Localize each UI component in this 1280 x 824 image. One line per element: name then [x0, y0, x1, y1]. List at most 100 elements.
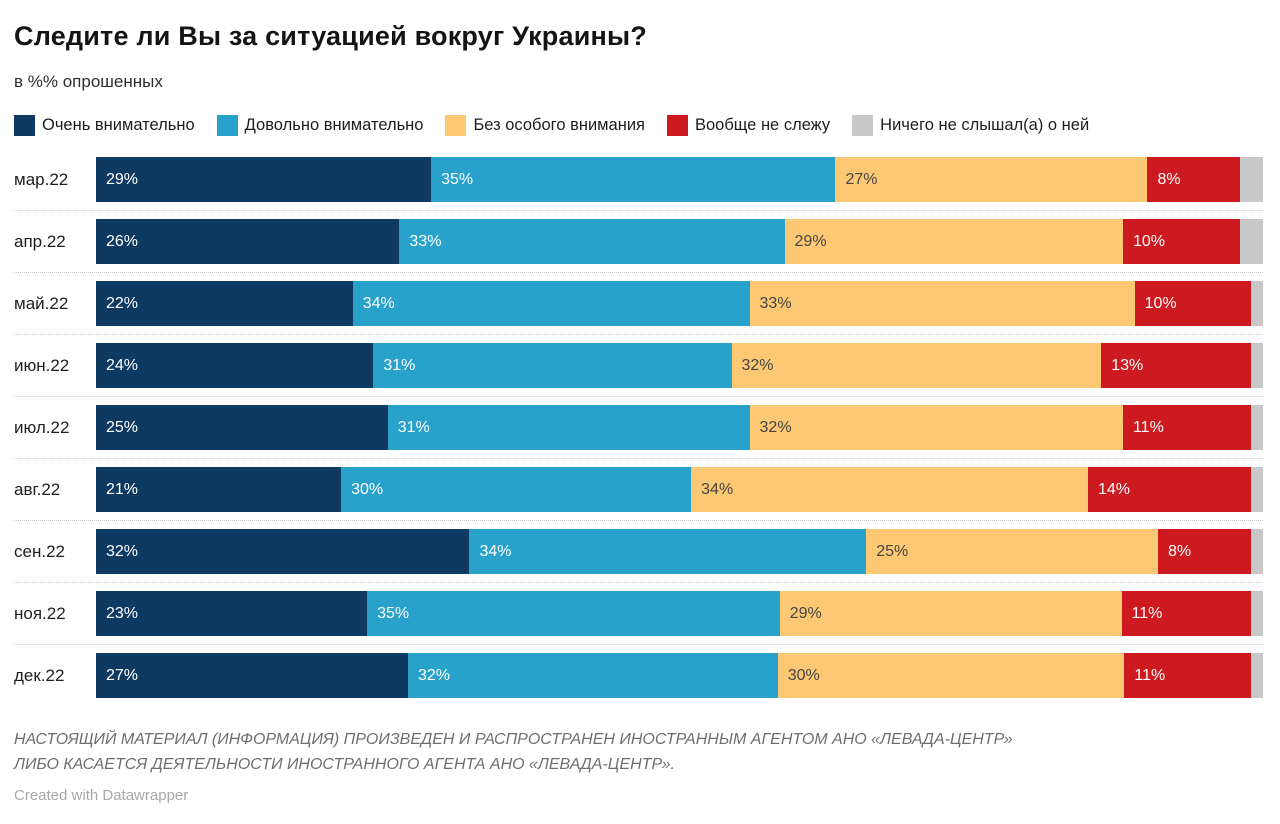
bar-segment-0[interactable]: 29% — [96, 157, 432, 203]
bar-segment-4[interactable] — [1251, 591, 1263, 637]
bar-segment-4[interactable] — [1239, 219, 1264, 265]
bar-segment-4[interactable] — [1251, 343, 1263, 389]
value-label: 29% — [794, 232, 827, 250]
bar-segment-3[interactable]: 11% — [1124, 653, 1252, 699]
legend-swatch-icon — [445, 115, 467, 137]
value-label: 35% — [441, 170, 474, 188]
bar-segment-1[interactable]: 31% — [387, 405, 750, 451]
legend-item-1: Довольно внимательно — [216, 115, 424, 137]
value-label: 34% — [479, 542, 512, 560]
legend-swatch-icon — [852, 115, 874, 137]
disclaimer-line-2: ЛИБО КАСАЕТСЯ ДЕЯТЕЛЬНОСТИ ИНОСТРАННОГО … — [14, 756, 675, 774]
value-label: 11% — [1132, 418, 1164, 436]
bar-segment-3[interactable]: 11% — [1122, 405, 1252, 451]
value-label: 14% — [1097, 480, 1130, 498]
legend-item-0: Очень внимательно — [14, 115, 195, 137]
bar-segment-2[interactable]: 32% — [749, 405, 1123, 451]
row-label: ноя.22 — [14, 603, 66, 623]
legend-item-3: Вообще не слежу — [666, 115, 831, 137]
bar-row-июл.22: июл.22 25% 31% 32% 11% — [14, 405, 1263, 451]
value-label: 33% — [759, 294, 792, 312]
value-label: 13% — [1111, 356, 1144, 374]
bar-segment-4[interactable] — [1251, 281, 1263, 327]
value-label: 23% — [106, 604, 139, 622]
bar-segment-4[interactable] — [1251, 529, 1263, 575]
row-separator — [14, 582, 1263, 584]
bar-row-май.22: май.22 22% 34% 33% 10% — [14, 281, 1263, 327]
value-label: 8% — [1157, 170, 1181, 188]
legend-label: Довольно внимательно — [244, 116, 424, 135]
bar-row-сен.22: сен.22 32% 34% 25% 8% — [14, 529, 1263, 575]
value-label: 34% — [701, 480, 734, 498]
bar-segment-2[interactable]: 25% — [866, 529, 1158, 575]
legend-swatch-icon — [216, 115, 238, 137]
row-label: июл.22 — [14, 417, 70, 437]
value-label: 22% — [106, 294, 139, 312]
bar-segment-2[interactable]: 33% — [749, 281, 1135, 327]
bar-segment-4[interactable] — [1251, 405, 1263, 451]
bar-segment-1[interactable]: 33% — [399, 219, 785, 265]
bar-segment-1[interactable]: 35% — [431, 157, 836, 203]
bar-segment-0[interactable]: 27% — [96, 653, 408, 699]
bar-segment-1[interactable]: 34% — [352, 281, 750, 327]
legend-label: Очень внимательно — [42, 116, 195, 135]
bar-segment-2[interactable]: 32% — [731, 343, 1102, 389]
value-label: 10% — [1144, 294, 1177, 312]
row-label: май.22 — [14, 293, 69, 313]
bar-segment-1[interactable]: 34% — [469, 529, 867, 575]
bar-segment-2[interactable]: 27% — [835, 157, 1148, 203]
value-label: 11% — [1134, 666, 1166, 684]
bar-segment-1[interactable]: 30% — [341, 467, 692, 513]
bar-segment-3[interactable]: 14% — [1087, 467, 1252, 513]
value-label: 24% — [106, 356, 139, 374]
stacked-bar: 24% 31% 32% 13% — [96, 343, 1263, 389]
value-label: 11% — [1131, 604, 1163, 622]
bar-segment-2[interactable]: 30% — [777, 653, 1125, 699]
value-label: 25% — [106, 418, 139, 436]
value-label: 21% — [106, 480, 139, 498]
bar-row-июн.22: июн.22 24% 31% 32% 13% — [14, 343, 1263, 389]
bar-segment-1[interactable]: 35% — [367, 591, 780, 637]
bar-segment-2[interactable]: 34% — [691, 467, 1088, 513]
bar-segment-2[interactable]: 29% — [779, 591, 1122, 637]
legend-label: Вообще не слежу — [694, 116, 831, 135]
bar-segment-4[interactable] — [1251, 653, 1263, 699]
bar-segment-0[interactable]: 23% — [96, 591, 368, 637]
bar-segment-0[interactable]: 32% — [96, 529, 470, 575]
row-label: мар.22 — [14, 169, 69, 189]
value-label: 32% — [106, 542, 139, 560]
bar-segment-2[interactable]: 29% — [784, 219, 1123, 265]
bar-row-апр.22: апр.22 26% 33% 29% 10% — [14, 219, 1264, 265]
bar-row-дек.22: дек.22 27% 32% 30% 11% — [14, 653, 1263, 699]
value-label: 27% — [106, 666, 139, 684]
value-label: 27% — [845, 170, 878, 188]
bar-segment-1[interactable]: 32% — [407, 653, 778, 699]
row-separator — [14, 272, 1263, 274]
bar-segment-3[interactable]: 11% — [1121, 591, 1252, 637]
chart-title: Следите ли Вы за ситуацией вокруг Украин… — [14, 21, 647, 51]
bar-segment-3[interactable]: 10% — [1122, 219, 1240, 265]
bar-segment-3[interactable]: 8% — [1147, 157, 1240, 203]
bar-segment-0[interactable]: 25% — [96, 405, 388, 451]
bar-segment-0[interactable]: 21% — [96, 467, 342, 513]
bar-segment-0[interactable]: 26% — [96, 219, 400, 265]
bar-segment-4[interactable] — [1239, 157, 1263, 203]
value-label: 10% — [1132, 232, 1165, 250]
row-label: апр.22 — [14, 231, 66, 251]
bar-segment-0[interactable]: 24% — [96, 343, 374, 389]
value-label: 29% — [106, 170, 139, 188]
bar-segment-1[interactable]: 31% — [373, 343, 732, 389]
stacked-bar: 26% 33% 29% 10% — [96, 219, 1264, 265]
bar-segment-4[interactable] — [1251, 467, 1263, 513]
value-label: 25% — [876, 542, 909, 560]
bar-segment-3[interactable]: 13% — [1101, 343, 1252, 389]
bar-segment-3[interactable]: 10% — [1134, 281, 1252, 327]
bar-segment-0[interactable]: 22% — [96, 281, 353, 327]
bar-segment-3[interactable]: 8% — [1157, 529, 1252, 575]
row-separator — [14, 334, 1263, 336]
value-label: 8% — [1167, 542, 1192, 560]
legend-label: Без особого внимания — [473, 116, 645, 135]
bar-chart: мар.22 29% 35% 27% 8% апр.22 26% 33% 29% 10% май.2… — [14, 157, 1264, 699]
legend-swatch-icon — [666, 115, 688, 137]
